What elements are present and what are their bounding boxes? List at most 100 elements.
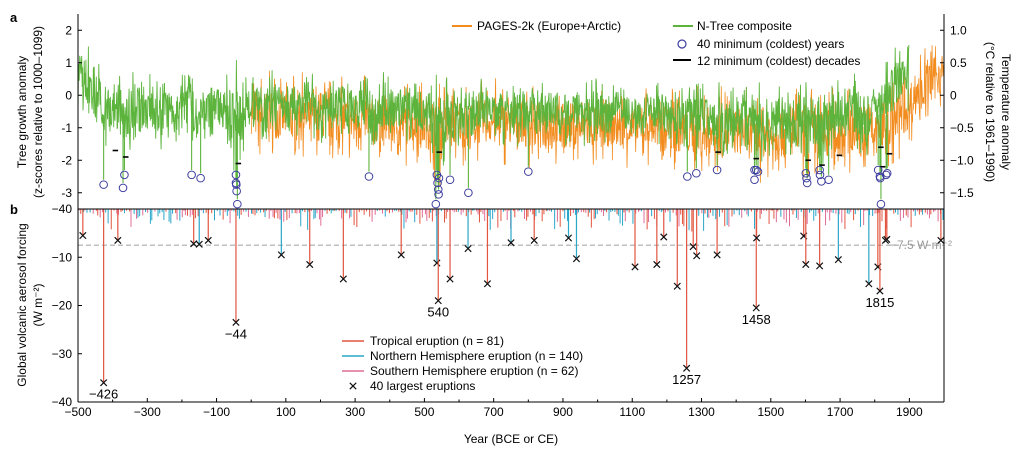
x-tick-label: 100: [276, 405, 296, 419]
coldest-year-circle: [692, 168, 701, 178]
panel-b-ylabel-line2: (W m⁻²): [31, 284, 45, 327]
coldest-year-circle: [524, 167, 533, 176]
largest-eruption-marker: [232, 318, 240, 327]
legend-coldest-years-label: 40 minimum (coldest) years: [697, 37, 844, 51]
coldest-year-circle: [815, 170, 825, 180]
legend-largest-label: 40 largest eruptions: [370, 379, 475, 393]
legend-largest-marker: [349, 382, 357, 390]
legend-tropical-label: Tropical eruption (n = 81): [370, 334, 504, 348]
x-tick-label: −500: [64, 405, 91, 419]
panel-a-right-ylabel-line1: Temperature anomaly: [999, 54, 1013, 170]
largest-eruption-marker: [693, 252, 701, 260]
largest-eruption-marker: [507, 239, 515, 247]
eruption-year-label: 1815: [865, 295, 894, 310]
panel-a-letter: a: [10, 10, 18, 25]
largest-eruption-marker: [631, 263, 639, 271]
panel-a-right-tick-label: 0.5: [950, 56, 967, 70]
largest-eruption-marker: [397, 251, 405, 259]
panel-b-y-tick-label: −30: [52, 347, 73, 361]
x-tick-label: −100: [203, 405, 230, 419]
coldest-year-circle: [196, 173, 205, 183]
coldest-year-circle: [232, 186, 241, 196]
coldest-year-circle: [751, 165, 761, 175]
coldest-year-circle: [882, 168, 892, 178]
threshold-label: −7.5 W m⁻²: [890, 238, 952, 252]
x-tick-label: −300: [134, 405, 161, 419]
panel-a-left-tick-label: 2: [65, 23, 72, 37]
coldest-year-circle: [802, 173, 811, 183]
largest-eruption-marker: [114, 236, 122, 244]
largest-eruption-marker: [434, 297, 442, 305]
coldest-year-circle: [431, 199, 441, 209]
coldest-year-circle: [364, 172, 374, 181]
coldest-year-circle: [876, 199, 886, 209]
coldest-year-circle: [232, 180, 241, 189]
largest-eruption-marker: [204, 236, 212, 244]
coldest-year-circle: [802, 178, 812, 188]
legend-pages2k-label: PAGES-2k (Europe+Arctic): [477, 19, 621, 33]
panel-a-right-tick-label: 0: [950, 88, 957, 102]
x-tick-label: 500: [414, 405, 434, 419]
eruption-year-label: −44: [225, 326, 247, 341]
coldest-year-circle: [873, 165, 883, 175]
panel-a-left-tick-label: -3: [61, 186, 72, 200]
coldest-year-circle: [750, 165, 759, 175]
x-tick-label: 1300: [688, 405, 715, 419]
largest-eruption-marker: [530, 236, 538, 244]
coldest-year-circle: [712, 165, 722, 175]
x-tick-label: 1900: [896, 405, 923, 419]
largest-eruption-marker: [876, 287, 884, 295]
coldest-year-circle: [464, 188, 473, 198]
x-tick-label: 300: [345, 405, 365, 419]
coldest-year-circle: [433, 178, 442, 188]
largest-eruption-marker: [752, 234, 761, 242]
panel-b-y-tick-label: −40: [52, 395, 73, 409]
coldest-year-circle: [445, 175, 455, 185]
panel-a-right-tick-label: −0.5: [950, 121, 974, 135]
panel-a-right-tick-label: −1.0: [950, 153, 974, 167]
x-tick-label: 1500: [757, 405, 784, 419]
panel-a-left-tick-label: 1: [65, 56, 72, 70]
largest-eruption-marker: [564, 234, 573, 242]
eruption-year-label: 1458: [742, 312, 771, 327]
largest-eruption-marker: [816, 262, 824, 270]
largest-eruption-marker: [446, 275, 454, 283]
largest-eruption-marker: [306, 260, 314, 269]
legend-coldest-decades-label: 12 minimum (coldest) decades: [697, 54, 860, 68]
panel-a-ylabel-line1: Tree growth anomaly: [15, 56, 29, 168]
coldest-year-circle: [434, 190, 443, 199]
ntree-series-line: [77, 44, 910, 171]
largest-eruption-marker: [339, 275, 347, 283]
panel-a-right-ylabel-line2: (°C relative to 1961–1990): [983, 42, 997, 182]
coldest-year-circle: [99, 180, 108, 189]
eruption-year-label: 540: [427, 305, 449, 320]
largest-eruption-marker: [713, 251, 721, 259]
panel-a-left-tick-label: -1: [61, 121, 72, 135]
panel-b-letter: b: [10, 202, 18, 217]
largest-eruption-marker: [834, 256, 842, 264]
legend-coldest-year-circle: [677, 39, 687, 49]
legend-sh-label: Southern Hemisphere eruption (n = 62): [370, 364, 578, 378]
panel-b-y-tick-label: −20: [52, 299, 73, 313]
panel-a-legend-background: [442, 18, 882, 70]
coldest-year-circle: [120, 170, 129, 180]
coldest-year-circle: [118, 183, 128, 193]
legend-ntree-label: N-Tree composite: [697, 19, 792, 33]
largest-eruption-marker: [883, 235, 891, 244]
panel-a-right-tick-label: −1.5: [950, 186, 974, 200]
largest-eruption-marker: [752, 304, 760, 312]
largest-eruption-marker: [483, 280, 492, 288]
eruption-year-label: 1257: [672, 372, 701, 387]
coldest-year-circle: [433, 185, 443, 194]
x-tick-label: 900: [553, 405, 573, 419]
coldest-year-circle: [824, 175, 833, 185]
coldest-year-circle: [801, 168, 811, 178]
coldest-year-circle: [881, 170, 891, 180]
largest-eruption-marker: [572, 255, 581, 263]
eruption-year-label: −426: [89, 387, 118, 402]
panel-a-right-tick-label: 1.0: [950, 23, 967, 37]
largest-eruption-marker: [865, 280, 873, 288]
panel-b-top-tick-label: −40: [52, 202, 73, 216]
